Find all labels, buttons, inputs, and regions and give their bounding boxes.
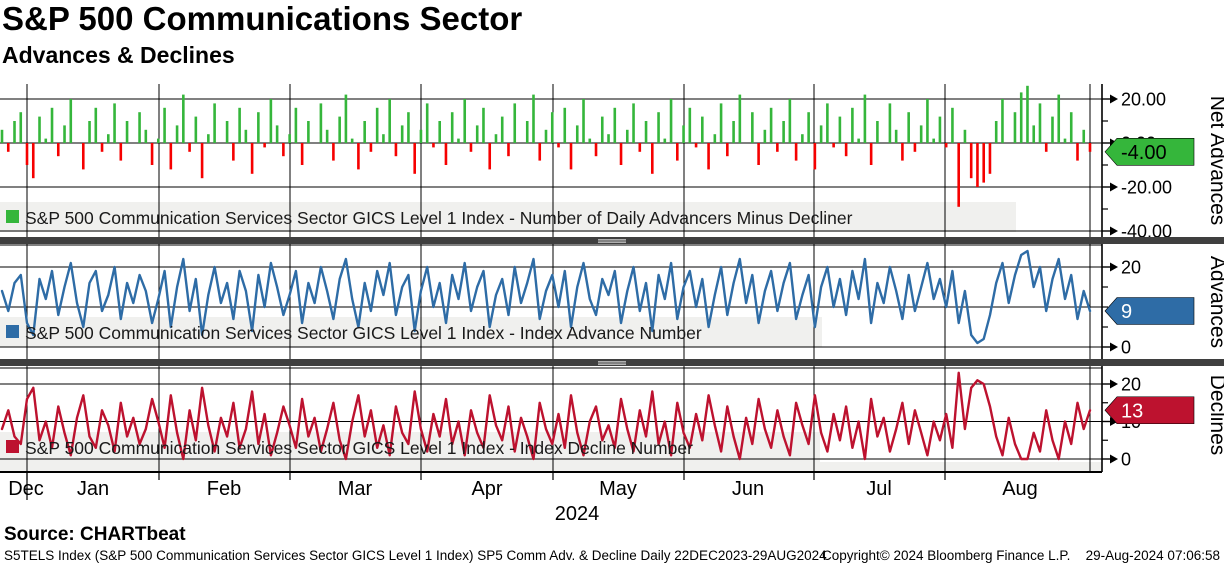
splitter-handle-icon[interactable]	[598, 361, 626, 363]
page-subtitle: Advances & Declines	[2, 42, 235, 68]
legend-swatch-icon	[6, 325, 19, 338]
svg-text:-40.00: -40.00	[1121, 222, 1172, 242]
svg-text:13: 13	[1121, 400, 1143, 422]
month-label: Jan	[77, 478, 109, 500]
svg-text:0: 0	[1121, 450, 1131, 470]
month-label: Jul	[866, 478, 892, 500]
legend-label: S&P 500 Communication Services Sector GI…	[25, 208, 853, 228]
legend-swatch-icon	[6, 440, 19, 453]
advances-value-tag: 9	[1104, 297, 1195, 325]
axis-title-1: Advances	[1206, 256, 1224, 348]
panel-net-advances: S&P 500 Communication Services Sector GI…	[0, 85, 1224, 242]
footer-index-info: S5TELS Index (S&P 500 Communication Serv…	[4, 548, 827, 563]
source-label: Source: CHARTbeat	[4, 524, 186, 545]
svg-text:-4.00: -4.00	[1121, 142, 1167, 164]
footer-timestamp: 29-Aug-2024 07:06:58	[1085, 548, 1220, 563]
year-label: 2024	[555, 503, 600, 525]
splitter-handle-icon[interactable]	[598, 241, 626, 243]
panel-declines: S&P 500 Communication Services Sector GI…	[0, 367, 1224, 470]
legend-label: S&P 500 Communication Services Sector GI…	[25, 438, 693, 458]
month-label: Mar	[338, 478, 373, 500]
axis-band	[0, 462, 1102, 472]
legend-label: S&P 500 Communication Services Sector GI…	[25, 323, 702, 343]
axis-title-2: Declines	[1206, 375, 1224, 456]
x-axis-ticks	[26, 472, 946, 500]
month-label: Apr	[471, 478, 502, 500]
declines-value-tag: 13	[1104, 396, 1195, 425]
month-label: May	[599, 478, 637, 500]
net-advances-bars	[0, 85, 1092, 207]
svg-text:20: 20	[1121, 375, 1141, 395]
legend-strip-1	[0, 317, 822, 347]
month-label: Feb	[207, 478, 241, 500]
svg-text:9: 9	[1121, 301, 1132, 323]
splitter-handle-icon[interactable]	[598, 363, 626, 365]
legend-swatch-icon	[6, 210, 19, 223]
x-axis-line	[0, 471, 1102, 473]
x-axis-labels: Dec Jan Feb Mar Apr May Jun Jul Aug 2024	[8, 478, 1038, 525]
splitter-handle-icon[interactable]	[598, 239, 626, 241]
net-advances-value-tag: -4.00	[1104, 138, 1195, 166]
month-label: Aug	[1002, 478, 1038, 500]
panel-advances: S&P 500 Communication Services Sector GI…	[0, 244, 1224, 358]
advances-line	[0, 249, 1092, 345]
page-title: S&P 500 Communications Sector	[2, 0, 523, 37]
svg-text:20.00: 20.00	[1121, 90, 1166, 110]
svg-text:20: 20	[1121, 258, 1141, 278]
declines-line	[0, 371, 1092, 461]
month-label: Dec	[8, 478, 44, 500]
legend-strip-0	[0, 202, 1016, 232]
svg-text:0: 0	[1121, 338, 1131, 358]
y-axis-1: 20 0	[1102, 258, 1141, 358]
footer-copyright: Copyright© 2024 Bloomberg Finance L.P.	[822, 548, 1071, 563]
month-label: Jun	[732, 478, 764, 500]
svg-text:-20.00: -20.00	[1121, 178, 1172, 198]
axis-title-0: Net Advances	[1206, 96, 1224, 226]
